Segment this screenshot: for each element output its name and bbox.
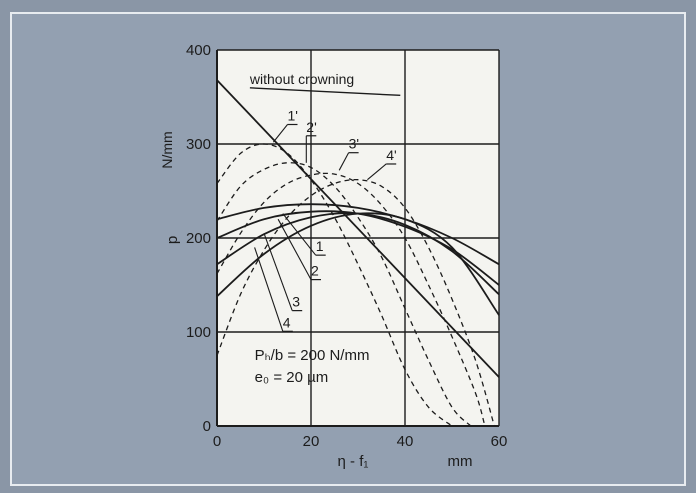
- load-annotation: Pₕ/b = 200 N/mm: [255, 347, 370, 364]
- series-label-4: 4: [283, 314, 291, 330]
- y-tick-label: 200: [186, 230, 211, 247]
- series-line-dashed-6: [216, 162, 472, 427]
- series-label-5: 1': [288, 108, 298, 124]
- y-tick-label: 100: [186, 324, 211, 341]
- x-tick-label: 40: [397, 433, 414, 450]
- series-label-leader: [338, 152, 350, 171]
- y-tick-label: 300: [186, 136, 211, 153]
- series-label-leader: [272, 124, 288, 143]
- figure-frame: 0 100 200 300 400 0 20 40 60 N/mm p η - f₁ mm Pₕ/b =…: [10, 12, 686, 486]
- misalignment-annotation: e₀ = 20 µm: [255, 369, 329, 386]
- x-axis-unit: mm: [448, 453, 473, 470]
- series-label-leader: [282, 213, 317, 256]
- series-label-leader: [254, 247, 284, 332]
- series-line-4: [216, 212, 500, 316]
- series-line-0: [216, 79, 500, 378]
- series-line-1: [216, 203, 500, 266]
- y-axis-symbol: p: [164, 236, 181, 244]
- series-label-0: without crowning: [249, 71, 354, 87]
- series-line-dashed-7: [216, 172, 486, 427]
- series-line-dashed-5: [216, 143, 453, 427]
- series-label-leader: [263, 233, 293, 311]
- chart: 0 100 200 300 400 0 20 40 60 N/mm p η - f₁ mm Pₕ/b =…: [159, 42, 508, 470]
- series-label-leader: [367, 163, 387, 181]
- y-tick-label: 400: [186, 42, 211, 59]
- series-label-8: 4': [386, 147, 396, 163]
- y-axis-unit: N/mm: [159, 131, 175, 168]
- x-tick-label: 60: [491, 433, 508, 450]
- series-label-6: 2': [306, 119, 316, 135]
- series-label-underline: [249, 87, 401, 97]
- series-label-1: 1: [316, 238, 324, 254]
- x-tick-label: 0: [213, 433, 221, 450]
- series-label-leader: [277, 218, 312, 280]
- y-tick-label: 0: [203, 418, 211, 435]
- series-label-7: 3': [349, 136, 359, 152]
- series-label-2: 2: [311, 263, 319, 279]
- series-line-dashed-8: [216, 178, 495, 427]
- x-axis-symbol: η - f₁: [338, 453, 369, 470]
- x-tick-label: 20: [303, 433, 320, 450]
- series-label-3: 3: [292, 294, 300, 310]
